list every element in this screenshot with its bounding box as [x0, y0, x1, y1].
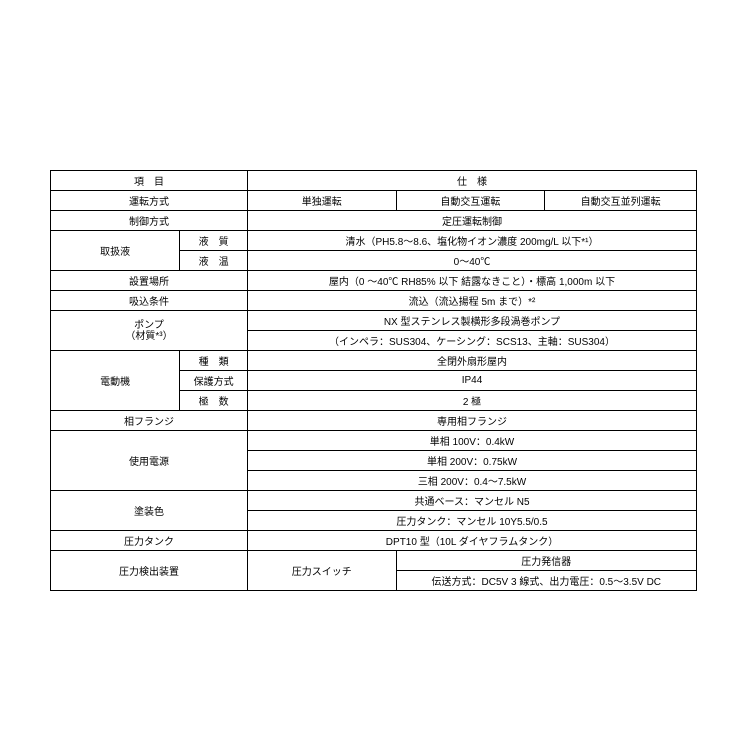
control-value: 定圧運転制御: [248, 211, 697, 231]
liquid-label: 取扱液: [51, 231, 180, 271]
tank-label: 圧力タンク: [51, 531, 248, 551]
pump-line2: （インペラ：SUS304、ケーシング：SCS13、主軸：SUS304）: [248, 331, 697, 351]
motor-poles-value: 2 極: [248, 391, 697, 411]
paint-l1: 共通ベース：マンセル N5: [248, 491, 697, 511]
power-l2: 単相 200V：0.75kW: [248, 451, 697, 471]
table-row: 項 目 仕 様: [51, 171, 697, 191]
detect-switch: 圧力スイッチ: [248, 551, 397, 591]
spec-table: 項 目 仕 様 運転方式 単独運転 自動交互運転 自動交互並列運転 制御方式 定…: [50, 170, 697, 591]
detect-trans2: 伝送方式：DC5V 3 線式、出力電圧：0.5～3.5V DC: [396, 571, 696, 591]
table-row: ポンプ （材質*³） NX 型ステンレス製横形多段渦巻ポンプ: [51, 311, 697, 331]
tank-value: DPT10 型（10L ダイヤフラムタンク）: [248, 531, 697, 551]
power-label: 使用電源: [51, 431, 248, 491]
install-value: 屋内（0 ～40℃ RH85% 以下 結露なきこと）・標高 1,000m 以下: [248, 271, 697, 291]
table-row: 電動機 種 類 全閉外扇形屋内: [51, 351, 697, 371]
table-row: 相フランジ 専用相フランジ: [51, 411, 697, 431]
pump-label1: ポンプ: [134, 320, 164, 331]
control-label: 制御方式: [51, 211, 248, 231]
liquid-quality-label: 液 質: [180, 231, 248, 251]
table-row: 圧力検出装置 圧力スイッチ 圧力発信器: [51, 551, 697, 571]
operation-v2: 自動交互運転: [396, 191, 545, 211]
operation-label: 運転方式: [51, 191, 248, 211]
power-l3: 三相 200V：0.4～7.5kW: [248, 471, 697, 491]
header-item: 項 目: [51, 171, 248, 191]
motor-type-value: 全閉外扇形屋内: [248, 351, 697, 371]
motor-poles-label: 極 数: [180, 391, 248, 411]
motor-label: 電動機: [51, 351, 180, 411]
power-l1: 単相 100V：0.4kW: [248, 431, 697, 451]
suction-value: 流込（流込揚程 5m まで）*²: [248, 291, 697, 311]
motor-protect-value: IP44: [248, 371, 697, 391]
flange-label: 相フランジ: [51, 411, 248, 431]
liquid-temp-label: 液 温: [180, 251, 248, 271]
suction-label: 吸込条件: [51, 291, 248, 311]
table-row: 運転方式 単独運転 自動交互運転 自動交互並列運転: [51, 191, 697, 211]
table-row: 圧力タンク DPT10 型（10L ダイヤフラムタンク）: [51, 531, 697, 551]
header-spec: 仕 様: [248, 171, 697, 191]
table-row: 設置場所 屋内（0 ～40℃ RH85% 以下 結露なきこと）・標高 1,000…: [51, 271, 697, 291]
install-label: 設置場所: [51, 271, 248, 291]
table-row: 取扱液 液 質 清水（PH5.8～8.6、塩化物イオン濃度 200mg/L 以下…: [51, 231, 697, 251]
flange-value: 専用相フランジ: [248, 411, 697, 431]
pump-label2: （材質*³）: [125, 331, 172, 342]
pump-line1: NX 型ステンレス製横形多段渦巻ポンプ: [248, 311, 697, 331]
detect-label: 圧力検出装置: [51, 551, 248, 591]
table-row: 使用電源 単相 100V：0.4kW: [51, 431, 697, 451]
paint-label: 塗装色: [51, 491, 248, 531]
motor-protect-label: 保護方式: [180, 371, 248, 391]
paint-l2: 圧力タンク：マンセル 10Y5.5/0.5: [248, 511, 697, 531]
liquid-temp-value: 0～40℃: [248, 251, 697, 271]
spec-table-container: 項 目 仕 様 運転方式 単独運転 自動交互運転 自動交互並列運転 制御方式 定…: [50, 170, 697, 591]
table-row: 吸込条件 流込（流込揚程 5m まで）*²: [51, 291, 697, 311]
table-row: 制御方式 定圧運転制御: [51, 211, 697, 231]
table-row: 塗装色 共通ベース：マンセル N5: [51, 491, 697, 511]
detect-trans1: 圧力発信器: [396, 551, 696, 571]
operation-v1: 単独運転: [248, 191, 397, 211]
motor-type-label: 種 類: [180, 351, 248, 371]
pump-label: ポンプ （材質*³）: [51, 311, 248, 351]
liquid-quality-value: 清水（PH5.8～8.6、塩化物イオン濃度 200mg/L 以下*¹）: [248, 231, 697, 251]
operation-v3: 自動交互並列運転: [545, 191, 697, 211]
